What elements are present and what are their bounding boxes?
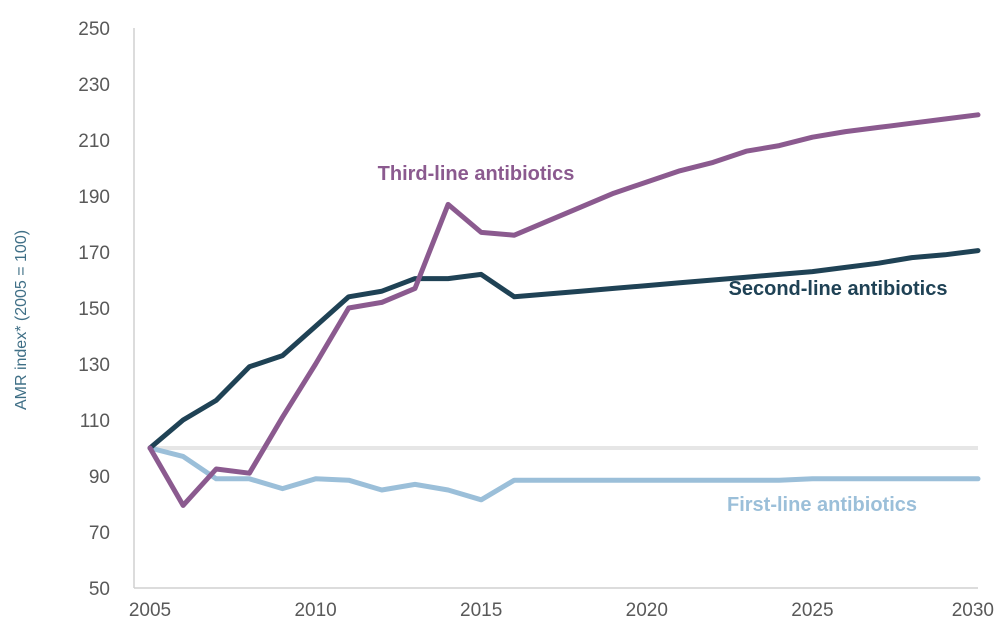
series-line-first-line-antibiotics [147, 445, 981, 503]
y-tick-label: 70 [89, 523, 110, 544]
series-label: First-line antibiotics [727, 494, 917, 516]
y-tick-label: 150 [78, 299, 110, 320]
series-label: Second-line antibiotics [729, 278, 948, 300]
y-tick-label: 50 [89, 579, 110, 600]
series-line-third-line-antibiotics [147, 112, 981, 508]
y-tick-label: 230 [78, 75, 110, 96]
y-tick-label: 170 [78, 243, 110, 264]
y-tick-label: 130 [78, 355, 110, 376]
series-label: Third-line antibiotics [378, 163, 575, 185]
labels-layer: Third-line antibiotics Second-line antibi… [378, 163, 948, 516]
y-tick-label: 210 [78, 131, 110, 152]
x-tick-label: 2005 [129, 600, 171, 621]
y-axis-title: AMR index* (2005 = 100) [13, 230, 30, 410]
y-tick-label: 250 [78, 19, 110, 40]
series-line-second-line-antibiotics [147, 248, 981, 451]
x-tick-label: 2015 [460, 600, 502, 621]
axes-layer: 50 70 90 110 130 150 170 190 210 230 250 2005 2010 20… [78, 19, 994, 621]
x-tick-label: 2025 [791, 600, 833, 621]
x-tick-label: 2030 [952, 600, 994, 621]
x-tick-label: 2020 [626, 600, 668, 621]
y-tick-label: 190 [78, 187, 110, 208]
x-tick-label: 2010 [294, 600, 336, 621]
y-tick-label: 90 [89, 467, 110, 488]
y-tick-label: 110 [80, 411, 110, 432]
series-layer [147, 112, 981, 508]
